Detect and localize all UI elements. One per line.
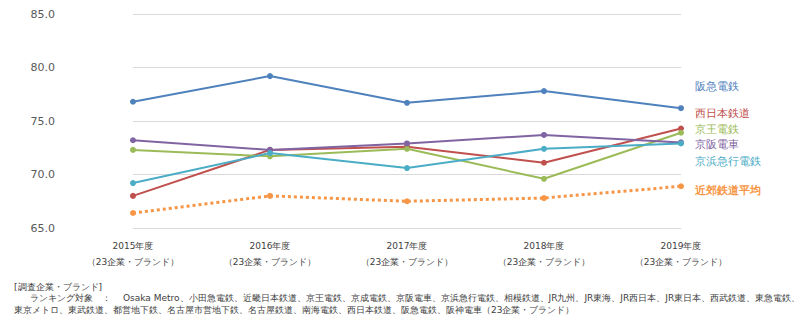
svg-text:2018年度: 2018年度 bbox=[524, 241, 565, 251]
svg-text:京浜急行電鉄: 京浜急行電鉄 bbox=[695, 155, 761, 168]
svg-text:（23企業・ブランド）: （23企業・ブランド） bbox=[87, 257, 179, 267]
svg-text:京王電鉄: 京王電鉄 bbox=[695, 123, 739, 136]
svg-text:西日本鉄道: 西日本鉄道 bbox=[695, 107, 750, 120]
svg-text:近郊鉄道平均: 近郊鉄道平均 bbox=[694, 184, 761, 197]
svg-text:2016年度: 2016年度 bbox=[250, 241, 291, 251]
svg-text:[調査企業・ブランド]: [調査企業・ブランド] bbox=[14, 282, 102, 292]
svg-text:（23企業・ブランド）: （23企業・ブランド） bbox=[635, 257, 727, 267]
svg-text:Osaka Metro、小田急電鉄、近畿日本鉄道、京王電鉄、: Osaka Metro、小田急電鉄、近畿日本鉄道、京王電鉄、京成電鉄、京阪電車、… bbox=[123, 293, 800, 303]
svg-text:80.0: 80.0 bbox=[31, 61, 56, 74]
svg-text:75.0: 75.0 bbox=[31, 115, 56, 128]
svg-text:京阪電車: 京阪電車 bbox=[695, 138, 739, 151]
svg-text:2019年度: 2019年度 bbox=[661, 241, 702, 251]
svg-text:65.0: 65.0 bbox=[31, 222, 56, 235]
svg-text:2015年度: 2015年度 bbox=[113, 241, 154, 251]
svg-text:阪急電鉄: 阪急電鉄 bbox=[695, 80, 739, 93]
svg-text:東京メトロ、東武鉄道、都営地下鉄、名古屋市営地下鉄、名古屋鉄: 東京メトロ、東武鉄道、都営地下鉄、名古屋市営地下鉄、名古屋鉄道、南海電鉄、西日本… bbox=[14, 305, 574, 315]
svg-text:（23企業・ブランド）: （23企業・ブランド） bbox=[498, 257, 590, 267]
svg-text:（23企業・ブランド）: （23企業・ブランド） bbox=[361, 257, 453, 267]
svg-text:ランキング対象 ：: ランキング対象 ： bbox=[30, 293, 111, 303]
svg-text:（23企業・ブランド）: （23企業・ブランド） bbox=[224, 257, 316, 267]
svg-text:2017年度: 2017年度 bbox=[387, 241, 428, 251]
svg-text:85.0: 85.0 bbox=[31, 8, 56, 21]
svg-text:70.0: 70.0 bbox=[31, 168, 56, 181]
